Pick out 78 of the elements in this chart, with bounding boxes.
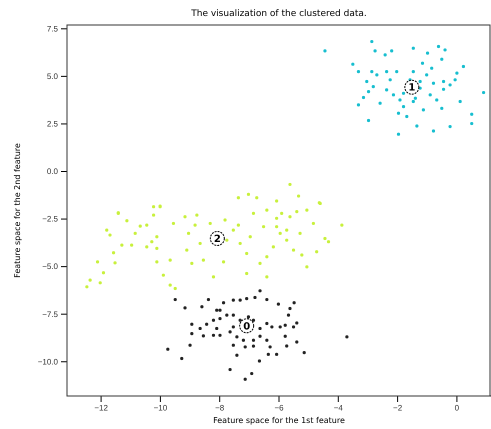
point bbox=[422, 108, 425, 112]
point bbox=[418, 80, 422, 84]
y-tick-label: −2.5 bbox=[42, 214, 59, 224]
point bbox=[396, 132, 400, 136]
point bbox=[420, 62, 424, 65]
point bbox=[426, 52, 430, 55]
point bbox=[402, 105, 406, 108]
point bbox=[442, 88, 446, 91]
point bbox=[392, 93, 396, 96]
y-tick-label: 5.0 bbox=[46, 72, 59, 81]
point bbox=[470, 122, 474, 126]
y-tick-label: −7.5 bbox=[42, 310, 59, 319]
point bbox=[414, 96, 417, 100]
point bbox=[388, 78, 392, 82]
point bbox=[405, 114, 408, 118]
annotation: 2 bbox=[214, 234, 221, 245]
point bbox=[425, 73, 428, 76]
point bbox=[366, 90, 370, 94]
x-tick-label: −8 bbox=[215, 404, 225, 413]
y-tick-label: 0.0 bbox=[46, 167, 59, 176]
y-axis-title: Feature space for the 2nd feature bbox=[13, 143, 22, 278]
point bbox=[362, 96, 366, 100]
point bbox=[366, 118, 370, 122]
point bbox=[443, 48, 447, 52]
point bbox=[470, 112, 474, 116]
point bbox=[396, 112, 400, 115]
point bbox=[372, 85, 375, 88]
point bbox=[462, 64, 466, 68]
point bbox=[432, 129, 436, 133]
chart-title: The visualization of the clustered data. bbox=[190, 9, 367, 19]
x-tick-label: −2 bbox=[393, 404, 403, 413]
point bbox=[356, 70, 360, 74]
point bbox=[440, 58, 444, 61]
point bbox=[458, 100, 462, 104]
annotation: 1 bbox=[408, 82, 416, 94]
point bbox=[435, 98, 438, 102]
point bbox=[375, 73, 378, 76]
point bbox=[385, 70, 388, 74]
x-tick-label: −10 bbox=[154, 404, 168, 413]
point bbox=[412, 70, 415, 74]
x-axis-title: Feature space for the 1st feature bbox=[213, 416, 345, 425]
x-tick-label: −12 bbox=[94, 404, 108, 413]
point bbox=[356, 103, 360, 107]
point bbox=[365, 80, 368, 84]
point bbox=[455, 72, 458, 75]
point bbox=[395, 70, 398, 74]
point bbox=[454, 78, 457, 82]
point bbox=[412, 100, 415, 104]
point bbox=[448, 83, 452, 87]
y-tick-label: −5.0 bbox=[42, 262, 59, 272]
point bbox=[436, 44, 440, 48]
point bbox=[351, 62, 354, 66]
y-tick-label: 2.5 bbox=[46, 119, 59, 128]
y-tick-label: 7.5 bbox=[46, 24, 59, 34]
annotation: 0 bbox=[243, 321, 250, 332]
point bbox=[428, 93, 432, 96]
x-tick-label: 0 bbox=[454, 404, 460, 413]
point bbox=[442, 80, 446, 84]
point bbox=[402, 92, 406, 95]
point bbox=[432, 82, 436, 85]
y-tick-label: −10.0 bbox=[38, 357, 59, 366]
point bbox=[440, 106, 444, 110]
x-tick-label: −6 bbox=[274, 404, 284, 413]
point bbox=[390, 49, 394, 52]
point bbox=[384, 53, 387, 56]
point bbox=[398, 98, 402, 102]
point bbox=[373, 49, 377, 52]
point bbox=[323, 49, 327, 52]
point bbox=[430, 66, 434, 70]
point bbox=[378, 102, 382, 105]
point bbox=[370, 40, 374, 44]
point bbox=[385, 88, 388, 92]
point bbox=[448, 124, 452, 128]
point bbox=[412, 46, 415, 50]
x-tick-label: −4 bbox=[334, 404, 344, 413]
point bbox=[482, 90, 486, 94]
point bbox=[415, 124, 418, 128]
point bbox=[370, 70, 374, 74]
